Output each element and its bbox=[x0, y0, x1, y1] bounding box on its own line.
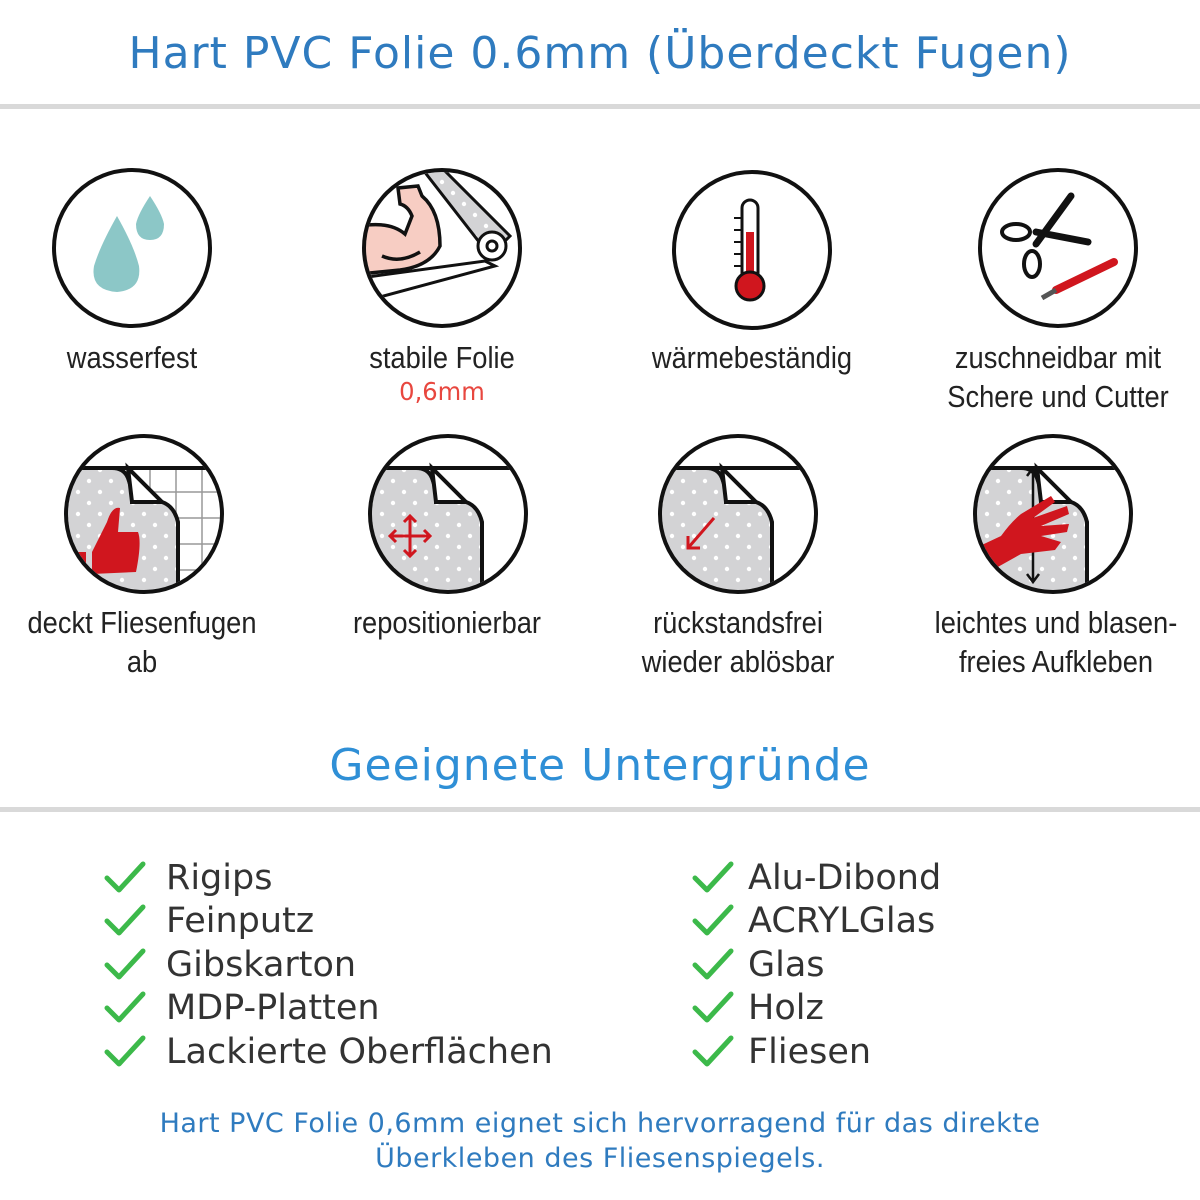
check-icon bbox=[692, 990, 734, 1026]
check-icon bbox=[104, 903, 146, 939]
thickness-label: 0,6mm bbox=[399, 377, 485, 406]
check-icon bbox=[104, 947, 146, 983]
thumbs-up-tiles-icon bbox=[64, 434, 224, 594]
title-divider bbox=[0, 104, 1200, 109]
surface-label: MDP-Platten bbox=[166, 988, 380, 1029]
surface-label: Glas bbox=[748, 944, 825, 985]
feature-label: wasserfest bbox=[66, 340, 198, 375]
surface-label: Alu-Dibond bbox=[748, 857, 942, 898]
list-item: Alu-Dibond bbox=[692, 856, 941, 900]
water-drops-icon bbox=[52, 168, 212, 328]
feature-label-line1: rückstandsfrei bbox=[653, 605, 823, 640]
surface-label: Rigips bbox=[166, 857, 273, 898]
check-icon bbox=[104, 860, 146, 896]
footer-line2: Überkleben des Fliesenspiegels. bbox=[375, 1143, 825, 1174]
check-icon bbox=[692, 903, 734, 939]
list-item: Rigips bbox=[104, 856, 553, 900]
hand-smoothing-icon bbox=[973, 434, 1133, 594]
feature-label-line2: freies Aufkleben bbox=[958, 644, 1154, 679]
scissors-cutter-icon bbox=[978, 168, 1138, 328]
peel-arrow-icon bbox=[658, 434, 818, 594]
surface-label: Feinputz bbox=[166, 901, 315, 942]
surface-label: ACRYLGlas bbox=[748, 901, 936, 942]
list-item: Lackierte Oberflächen bbox=[104, 1030, 553, 1074]
feature-label-text: stabile Folie bbox=[369, 340, 515, 375]
check-icon bbox=[104, 1034, 146, 1070]
footer-note: Hart PVC Folie 0,6mm eignet sich hervorr… bbox=[0, 1106, 1200, 1176]
surface-label: Fliesen bbox=[748, 1031, 872, 1072]
feature-label: deckt Fliesenfugen ab bbox=[27, 605, 257, 679]
check-icon bbox=[104, 990, 146, 1026]
list-item: Feinputz bbox=[104, 900, 553, 944]
list-item: Fliesen bbox=[692, 1030, 941, 1074]
feature-label-line1: zuschneidbar mit bbox=[954, 340, 1162, 375]
list-item: MDP-Platten bbox=[104, 987, 553, 1031]
feature-label: zuschneidbar mit Schere und Cutter bbox=[926, 338, 1190, 416]
list-item: Glas bbox=[692, 943, 941, 987]
surfaces-list-left: Rigips Feinputz Gibskarton MDP-Platten L… bbox=[104, 856, 553, 1074]
feature-label-line1: leichtes und blasen- bbox=[934, 605, 1178, 640]
surface-label: Gibskarton bbox=[166, 944, 357, 985]
list-item: Gibskarton bbox=[104, 943, 553, 987]
page-title: Hart PVC Folie 0.6mm (Überdeckt Fugen) bbox=[128, 28, 1072, 79]
feature-label: repositionierbar bbox=[352, 605, 542, 640]
check-icon bbox=[692, 860, 734, 896]
move-arrows-icon bbox=[368, 434, 528, 594]
surface-label: Holz bbox=[748, 988, 824, 1029]
feature-label: stabile Folie 0,6mm bbox=[310, 338, 574, 407]
check-icon bbox=[692, 1034, 734, 1070]
feature-label: rückstandsfrei wieder ablösbar bbox=[606, 603, 870, 681]
feature-label-line2: Schere und Cutter bbox=[947, 379, 1169, 414]
feature-label: wärmebeständig bbox=[651, 340, 853, 375]
feature-label-line2: wieder ablösbar bbox=[641, 644, 835, 679]
list-item: Holz bbox=[692, 987, 941, 1031]
surfaces-divider bbox=[0, 807, 1200, 812]
list-item: ACRYLGlas bbox=[692, 900, 941, 944]
flexed-arm-foil-icon bbox=[362, 168, 522, 328]
check-icon bbox=[692, 947, 734, 983]
footer-line1: Hart PVC Folie 0,6mm eignet sich hervorr… bbox=[159, 1108, 1041, 1139]
surfaces-list-right: Alu-Dibond ACRYLGlas Glas Holz Fliesen bbox=[692, 856, 941, 1074]
feature-label: leichtes und blasen-freies Aufkleben bbox=[924, 603, 1188, 681]
surfaces-heading: Geeignete Untergründe bbox=[329, 740, 871, 791]
surface-label: Lackierte Oberflächen bbox=[166, 1031, 553, 1072]
thermometer-icon bbox=[672, 170, 832, 330]
